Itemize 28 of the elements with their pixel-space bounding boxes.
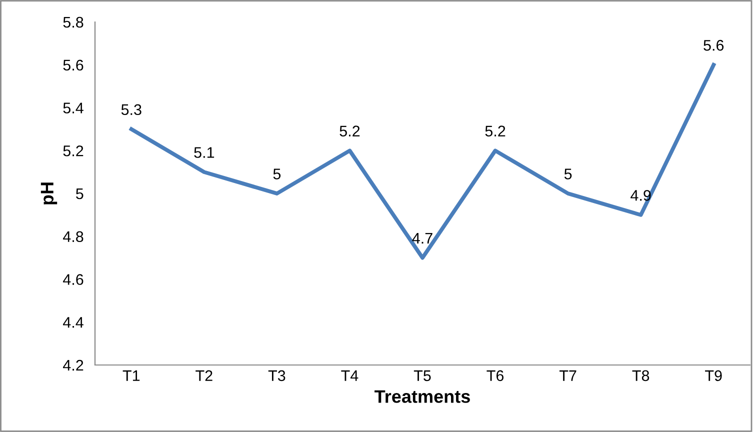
data-label: 5.1 [194,147,214,158]
x-tick-label: T9 [705,370,722,382]
data-label: 5.6 [704,40,724,51]
data-label: 5.2 [340,126,360,136]
data-label: 5 [564,168,572,180]
x-tick-label: T3 [268,370,286,382]
x-tick-label: T4 [341,370,358,381]
x-tick-label: T5 [414,370,431,382]
y-tick-label: 5.4 [63,102,84,114]
x-tick-label: T7 [559,370,576,381]
y-tick-label: 4.2 [63,360,84,371]
y-tick-label: 4.8 [63,231,84,242]
data-label: 5.3 [121,104,142,116]
y-tick-label: 5 [76,188,84,200]
y-tick-label: 5.6 [63,60,84,71]
x-tick-label: T6 [486,370,504,382]
x-tick-label: T2 [196,370,212,381]
y-tick-label: 5.8 [63,16,84,28]
y-tick-label: 5.2 [63,145,84,156]
data-label: 5.2 [485,126,506,136]
y-tick-label: 4.4 [63,317,84,328]
y-axis-title: pH [40,182,58,204]
x-axis-title: Treatments [374,390,470,403]
data-label: 5 [273,168,281,180]
data-label: 4.7 [412,233,432,244]
x-tick-label: T1 [122,370,140,381]
x-tick-label: T8 [632,370,650,382]
y-tick-label: 4.6 [63,274,84,285]
